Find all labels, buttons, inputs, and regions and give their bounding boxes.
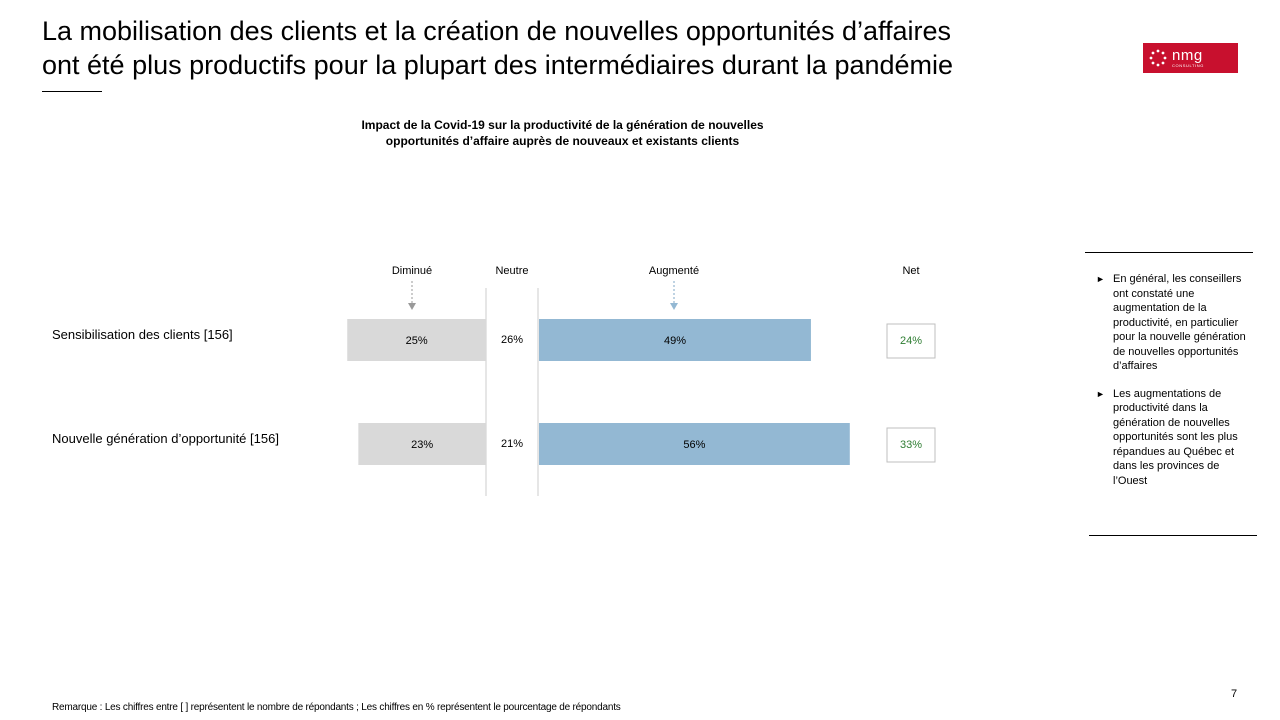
net-value: 33% — [900, 439, 922, 451]
bar-label-neutral: 21% — [501, 438, 523, 450]
bullet-arrow-icon: ► — [1096, 388, 1105, 399]
chart-title-line-1: Impact de la Covid-19 sur la productivit… — [361, 118, 764, 132]
sidebar-bullet-text: En général, les conseillers ont constaté… — [1113, 273, 1246, 372]
company-logo: nmg CONSULTING — [1143, 43, 1238, 73]
sidebar-top-rule — [1085, 252, 1253, 253]
bar-decreased — [347, 319, 486, 361]
chart-title-line-2: opportunités d’affaire auprès de nouveau… — [385, 134, 740, 148]
bar-label-decreased: 23% — [411, 439, 433, 451]
chart-title: Impact de la Covid-19 sur la productivit… — [330, 117, 795, 149]
logo-wordmark: nmg — [1172, 46, 1203, 64]
row-label: Nouvelle génération d’opportunité [156] — [52, 431, 279, 446]
bar-label-increased: 49% — [664, 335, 686, 347]
sidebar-bottom-rule — [1089, 535, 1257, 536]
bar-label-decreased: 25% — [406, 335, 428, 347]
footnote: Remarque : Les chiffres entre [ ] représ… — [52, 702, 621, 713]
bar-increased — [539, 423, 850, 465]
logo-dots-icon — [1149, 49, 1167, 67]
decreased-pointer-arrow — [408, 281, 416, 310]
header-net: Net — [902, 265, 919, 277]
net-box — [886, 427, 936, 463]
bar-label-increased: 56% — [683, 439, 705, 451]
net-value: 24% — [900, 335, 922, 347]
page-number: 7 — [1231, 688, 1238, 700]
slide-title: La mobilisation des clients et la créati… — [42, 14, 1102, 82]
increased-pointer-arrow — [670, 281, 678, 310]
header-increased: Augmenté — [649, 265, 699, 277]
bar-decreased — [358, 423, 486, 465]
sidebar-bullets: ► En général, les conseillers ont consta… — [1096, 272, 1256, 501]
row-label: Sensibilisation des clients [156] — [52, 327, 233, 342]
sidebar-bullet-text: Les augmentations de productivité dans l… — [1113, 387, 1238, 487]
slide-title-line-1: La mobilisation des clients et la créati… — [42, 16, 952, 46]
slide-title-line-2: ont été plus productifs pour la plupart … — [42, 50, 954, 80]
bar-label-neutral: 26% — [501, 334, 523, 346]
chart-rows: Sensibilisation des clients [156] 25% 26% 4… — [52, 319, 936, 465]
bullet-arrow-icon: ► — [1096, 274, 1105, 284]
logo-subtext: CONSULTING — [1172, 62, 1204, 68]
net-box — [886, 323, 936, 359]
header-decreased: Diminué — [392, 265, 432, 277]
header-neutral: Neutre — [495, 265, 528, 277]
sidebar-bullet-2: ► Les augmentations de productivité dans… — [1096, 387, 1256, 489]
sidebar-bullet-1: ► En général, les conseillers ont consta… — [1096, 272, 1256, 374]
bar-increased — [539, 319, 811, 361]
title-underline — [42, 91, 102, 92]
